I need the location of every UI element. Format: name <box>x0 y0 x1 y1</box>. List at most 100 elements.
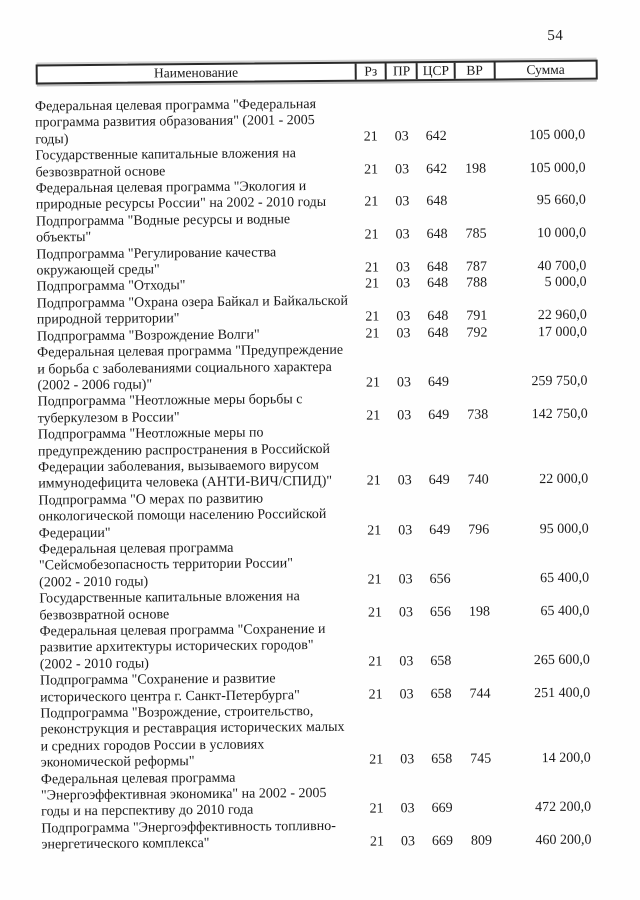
row-program-name: Федеральная целевая программа "Сейсмобез… <box>38 540 293 591</box>
row-rz-code: 21 <box>367 605 382 621</box>
table-row: Подпрограмма "Неотложные меры по предупр… <box>38 423 589 493</box>
row-rz-code: 21 <box>364 260 379 276</box>
row-vr-code: 788 <box>465 276 488 292</box>
row-sum-value: 22 960,0 <box>537 307 587 324</box>
header-cell-pr: ПР <box>385 63 417 80</box>
row-sum-value: 40 700,0 <box>537 258 587 275</box>
row-program-name: Федеральная целевая программа "Федеральн… <box>34 97 317 148</box>
row-csr-code: 642 <box>425 128 447 144</box>
row-sum-value: 65 400,0 <box>540 603 590 619</box>
row-rz-code: 21 <box>365 375 380 391</box>
row-sum-value: 460 200,0 <box>535 832 592 849</box>
table-row: Федеральная целевая программа "Энергоэфф… <box>41 767 591 821</box>
table-row: Подпрограмма "Возрождение, строительство… <box>40 702 591 772</box>
row-vr-code: 198 <box>468 604 490 620</box>
row-pr-code: 03 <box>399 686 414 702</box>
table-row: Федеральная целевая программа "Экология … <box>36 177 586 215</box>
table-row: Подпрограмма "Регулирование качества окр… <box>36 242 586 280</box>
row-pr-code: 03 <box>395 194 410 210</box>
row-sum-value: 265 600,0 <box>533 652 590 668</box>
table-row: Федеральная целевая программа "Сейсмобез… <box>39 538 589 592</box>
row-csr-code: 669 <box>431 801 453 817</box>
row-csr-code: 656 <box>429 604 451 620</box>
row-sum-value: 65 400,0 <box>540 570 590 586</box>
row-csr-code: 649 <box>428 407 450 423</box>
table-row: Федеральная целевая программа "Сохранени… <box>40 620 590 674</box>
row-pr-code: 03 <box>398 522 413 538</box>
row-vr-code: 745 <box>470 751 492 767</box>
row-pr-code: 03 <box>397 407 412 424</box>
row-rz-code: 21 <box>369 801 384 818</box>
row-pr-code: 03 <box>397 473 412 489</box>
row-vr-code: 744 <box>469 686 491 702</box>
page-number: 54 <box>547 27 564 44</box>
row-program-name: Федеральная целевая программа "Экология … <box>35 179 327 213</box>
row-sum-value: 105 000,0 <box>529 127 586 143</box>
header-cell-rz: Рз <box>354 63 386 80</box>
row-pr-code: 03 <box>394 129 409 145</box>
row-rz-code: 21 <box>364 227 379 243</box>
row-sum-value: 95 000,0 <box>539 521 589 537</box>
row-csr-code: 648 <box>427 325 449 341</box>
row-sum-value: 259 750,0 <box>531 373 588 390</box>
table-header-row: Наименование Рз ПР ЦСР ВР Сумма <box>35 59 598 85</box>
row-pr-code: 03 <box>400 834 415 850</box>
row-rz-code: 21 <box>368 687 383 703</box>
table-row: Государственные капитальные вложения на … <box>35 144 585 182</box>
row-pr-code: 03 <box>395 227 410 243</box>
row-pr-code: 03 <box>399 654 414 670</box>
row-csr-code: 649 <box>429 522 451 538</box>
row-sum-value: 472 200,0 <box>535 800 592 816</box>
row-program-name: Подпрограмма "Регулирование качества окр… <box>36 245 277 279</box>
row-vr-code: 738 <box>467 407 489 423</box>
row-program-name: Подпрограмма "Энергоэффективность топлив… <box>41 818 336 853</box>
row-rz-code: 21 <box>365 309 380 325</box>
row-rz-code: 21 <box>364 194 379 211</box>
row-rz-code: 21 <box>363 129 378 145</box>
row-rz-code: 21 <box>366 473 381 489</box>
row-pr-code: 03 <box>398 571 413 588</box>
header-cell-sum: Сумма <box>493 61 596 79</box>
row-program-name: Государственные капитальные вложения на … <box>39 589 300 624</box>
row-rz-code: 21 <box>364 276 380 293</box>
row-pr-code: 03 <box>400 752 415 768</box>
row-rz-code: 21 <box>369 752 384 768</box>
row-vr-code: 791 <box>466 308 488 324</box>
table-row: Федеральная целевая программа "Федеральн… <box>35 95 585 149</box>
row-rz-code: 21 <box>369 834 384 850</box>
row-pr-code: 03 <box>400 801 415 817</box>
row-sum-value: 105 000,0 <box>529 160 586 176</box>
row-pr-code: 03 <box>398 604 413 620</box>
table-row: Государственные капитальные вложения на … <box>39 587 589 625</box>
row-rz-code: 21 <box>366 408 381 424</box>
row-csr-code: 649 <box>428 473 450 489</box>
table-rows: Федеральная целевая программа "Федеральн… <box>35 95 592 854</box>
row-csr-code: 658 <box>430 653 452 669</box>
row-pr-code: 03 <box>394 161 410 177</box>
row-program-name: Федеральная целевая программа "Предупреж… <box>37 342 344 394</box>
row-csr-code: 669 <box>431 834 453 850</box>
row-rz-code: 21 <box>363 162 379 178</box>
table-row: Подпрограмма "Водные ресурсы и водные об… <box>36 210 586 248</box>
row-vr-code: 792 <box>466 325 488 341</box>
row-sum-value: 10 000,0 <box>537 225 587 242</box>
row-rz-code: 21 <box>367 523 382 539</box>
row-rz-code: 21 <box>365 326 380 342</box>
row-vr-code: 787 <box>465 259 487 275</box>
row-pr-code: 03 <box>396 375 411 391</box>
row-program-name: Государственные капитальные вложения на … <box>35 146 296 181</box>
row-vr-code: 809 <box>470 833 492 849</box>
row-pr-code: 03 <box>395 276 411 292</box>
row-program-name: Подпрограмма "Неотложные меры по предупр… <box>37 425 333 492</box>
table-row: Подпрограмма "Охрана озера Байкал и Байк… <box>37 292 587 330</box>
row-pr-code: 03 <box>396 309 411 325</box>
row-csr-code: 658 <box>430 686 452 702</box>
row-pr-code: 03 <box>396 325 411 342</box>
row-csr-code: 648 <box>426 227 448 243</box>
table-row: Подпрограмма "Неотложные меры борьбы с т… <box>38 390 588 428</box>
row-program-name: Подпрограмма "О мерах по развитию онколо… <box>38 491 327 542</box>
row-vr-code: 740 <box>467 472 489 489</box>
row-sum-value: 142 750,0 <box>531 406 588 422</box>
